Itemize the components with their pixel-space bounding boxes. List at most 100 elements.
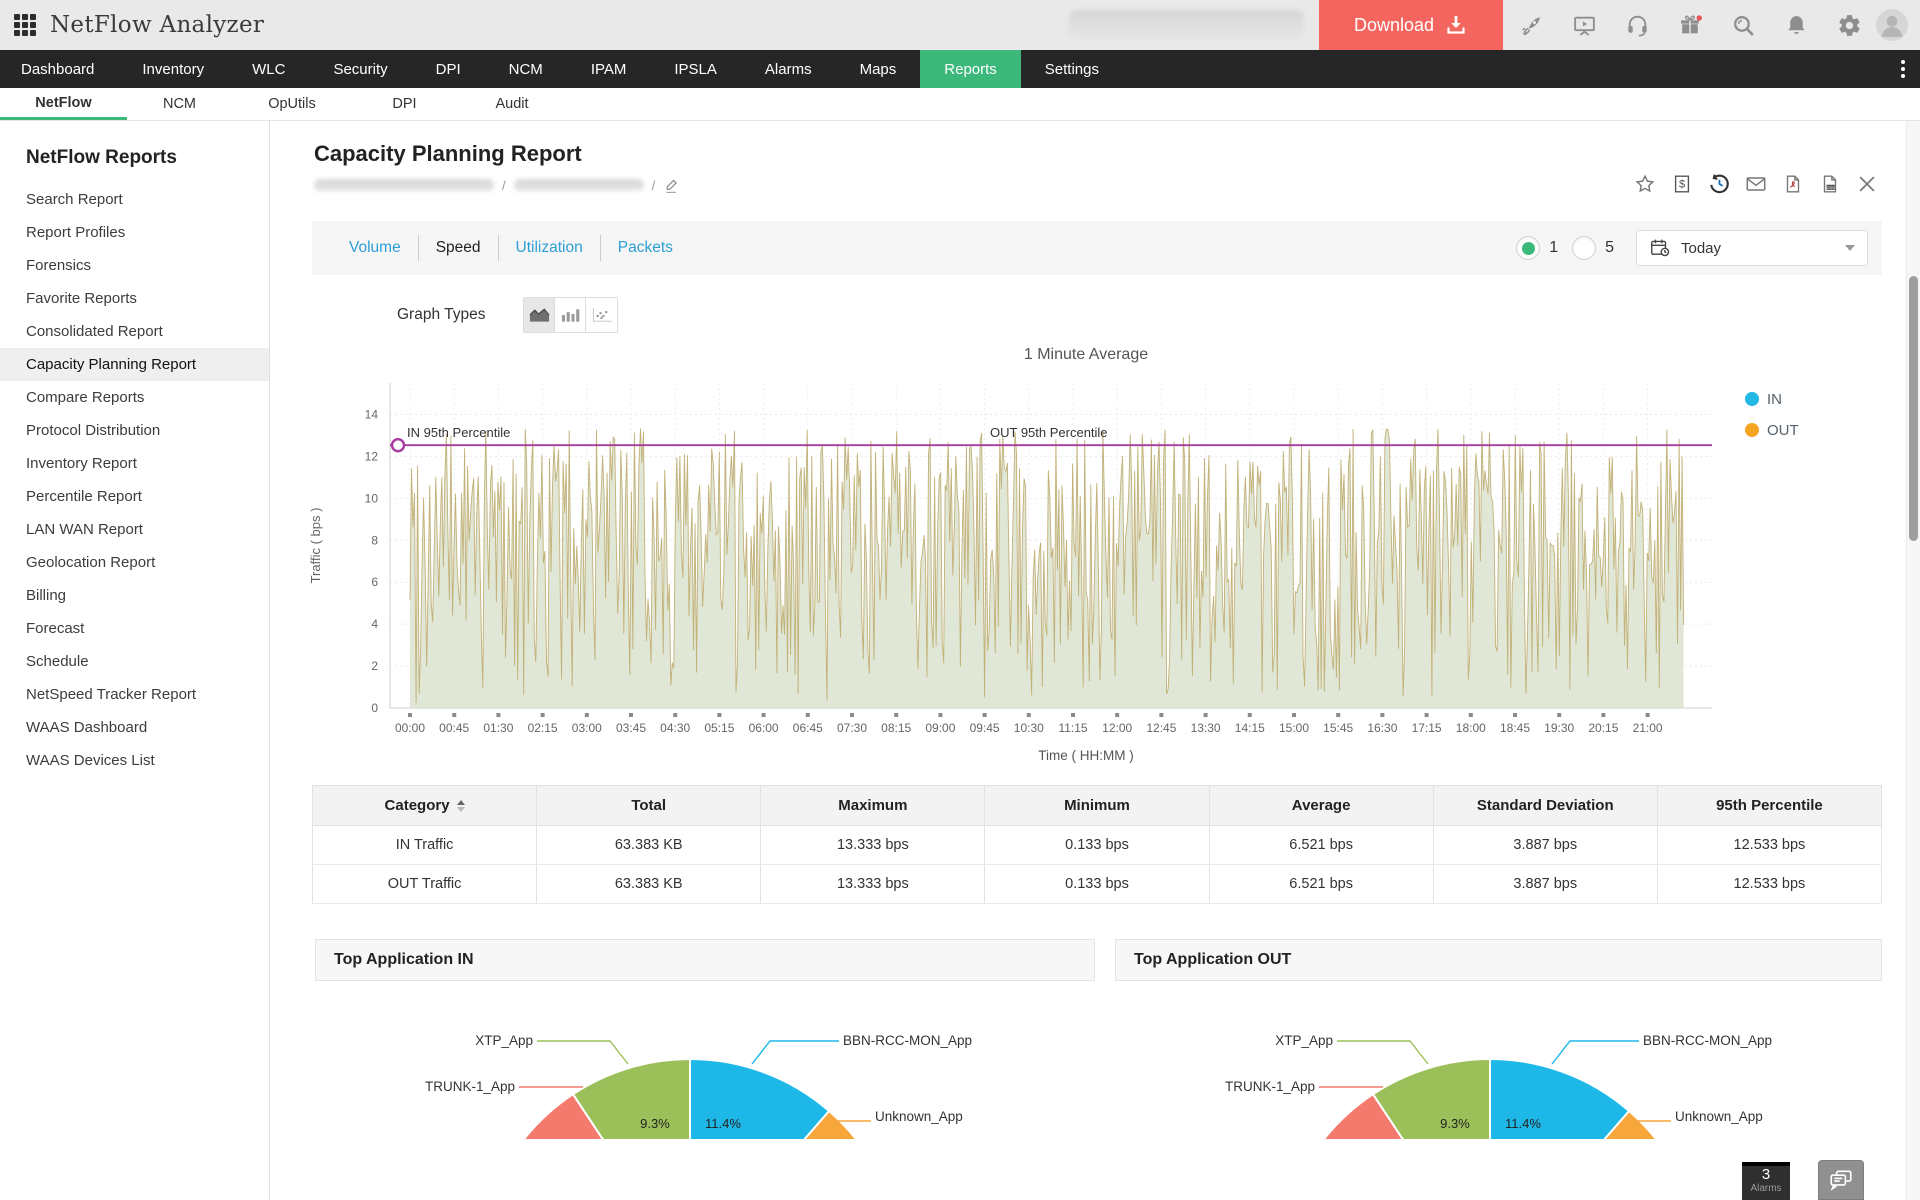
subnav-item-netflow[interactable]: NetFlow: [0, 88, 127, 120]
nav-item-alarms[interactable]: Alarms: [764, 60, 812, 78]
sidebar-item-capacity-planning-report[interactable]: Capacity Planning Report: [0, 348, 269, 381]
nav-item-ipsla[interactable]: IPSLA: [674, 60, 717, 78]
top-application-out-pie: TRUNK-1_App XTP_App BBN-RCC-MON_App Unknown…: [1225, 1033, 1772, 1139]
nav-item-inventory[interactable]: Inventory: [142, 60, 205, 78]
sidebar-item-waas-dashboard[interactable]: WAAS Dashboard: [26, 719, 148, 736]
sidebar-item-favorite-reports[interactable]: Favorite Reports: [26, 290, 137, 307]
graph-type-bar-button[interactable]: [555, 298, 587, 332]
subnav-item-ncm[interactable]: NCM: [162, 96, 197, 112]
sidebar-item-inventory-report[interactable]: Inventory Report: [26, 455, 137, 472]
svg-text:OUT: OUT: [1767, 422, 1799, 439]
sidebar-item-compare-reports[interactable]: Compare Reports: [26, 389, 145, 406]
rocket-icon[interactable]: [1519, 13, 1544, 38]
user-avatar[interactable]: [1876, 9, 1908, 41]
pie-slice-trunk-1-app[interactable]: [1278, 1092, 1490, 1139]
traffic-chart-svg: 0 2 4 6 8 10 12 14 00:00 00:45 01:30 02:15 03:00 03:4…: [308, 346, 1799, 763]
nav-item-wlc[interactable]: WLC: [252, 60, 286, 78]
sidebar-item-percentile-report[interactable]: Percentile Report: [26, 488, 142, 505]
chat-support-button[interactable]: [1818, 1160, 1864, 1200]
subnav-item-oputils[interactable]: OpUtils: [268, 96, 316, 112]
edit-pencil-icon[interactable]: [663, 177, 680, 194]
sidebar-item-netspeed-tracker-report[interactable]: NetSpeed Tracker Report: [26, 686, 197, 703]
sidebar-item-forensics[interactable]: Forensics: [26, 257, 92, 274]
gift-icon[interactable]: [1678, 13, 1703, 38]
sidebar-item-geolocation-report[interactable]: Geolocation Report: [26, 554, 156, 571]
sidebar-item-consolidated-report[interactable]: Consolidated Report: [26, 323, 163, 340]
pie-label-xtp-app: XTP_App: [1275, 1033, 1333, 1048]
pie-slice-xtp-app[interactable]: [1371, 1057, 1491, 1139]
billing-invoice-icon[interactable]: $: [1671, 173, 1693, 195]
redacted-search-field[interactable]: [1069, 10, 1304, 40]
download-button[interactable]: Download: [1319, 0, 1503, 50]
pie-slice-bbn-rcc-mon-app[interactable]: [1489, 1057, 1631, 1139]
search-icon[interactable]: [1731, 13, 1756, 38]
pie-slice-unknown-app[interactable]: [1490, 1109, 1702, 1139]
reports-sidebar: NetFlow Reports Search Report Report Prof…: [0, 121, 270, 1200]
column-header-average: Average: [1208, 785, 1434, 826]
interval-1-radio[interactable]: 1: [1516, 236, 1558, 260]
page-scrollbar[interactable]: [1906, 121, 1920, 1200]
pdf-export-icon[interactable]: [1782, 173, 1804, 195]
interval-5-label: 5: [1605, 239, 1614, 256]
svg-text:06:45: 06:45: [793, 721, 823, 735]
scrollbar-thumb[interactable]: [1909, 276, 1918, 541]
pie-label-bbn-rcc-mon-app: BBN-RCC-MON_App: [843, 1033, 972, 1048]
nav-item-security[interactable]: Security: [333, 60, 388, 78]
sidebar-item-report-profiles[interactable]: Report Profiles: [26, 224, 126, 241]
svg-text:13:30: 13:30: [1191, 721, 1221, 735]
pie-percent-label: 11.4%: [1505, 1116, 1541, 1131]
tab-packets[interactable]: Packets: [617, 239, 673, 256]
alarms-badge[interactable]: 3 Alarms: [1742, 1162, 1790, 1200]
sidebar-item-billing[interactable]: Billing: [26, 587, 67, 604]
pie-slice-trunk-1-app[interactable]: [478, 1092, 690, 1139]
sort-icon[interactable]: [456, 800, 465, 813]
tab-utilization[interactable]: Utilization: [515, 239, 583, 256]
csv-export-icon[interactable]: CSV: [1819, 173, 1841, 195]
column-header-category[interactable]: Category: [311, 785, 538, 826]
radio-circle: [1572, 236, 1597, 260]
sidebar-item-forecast[interactable]: Forecast: [26, 620, 85, 637]
svg-text:17:15: 17:15: [1412, 721, 1442, 735]
sidebar-item-schedule[interactable]: Schedule: [26, 653, 89, 670]
notifications-bell-icon[interactable]: [1784, 13, 1809, 38]
sidebar-item-protocol-distribution[interactable]: Protocol Distribution: [26, 422, 161, 439]
nav-item-ipam[interactable]: IPAM: [590, 60, 627, 78]
interval-5-radio[interactable]: 5: [1572, 236, 1614, 260]
svg-text:14: 14: [365, 407, 379, 421]
app-grid-icon[interactable]: [14, 14, 36, 36]
date-range-picker[interactable]: Today: [1636, 230, 1868, 266]
nav-item-ncm[interactable]: NCM: [508, 60, 543, 78]
module-subnav: NetFlow NCM OpUtils DPI Audit: [0, 88, 1920, 121]
tab-speed[interactable]: Speed: [435, 239, 481, 256]
sidebar-item-waas-devices-list[interactable]: WAAS Devices List: [26, 752, 155, 769]
sidebar-item-search-report[interactable]: Search Report: [26, 191, 123, 208]
table-cell: 0.133 bps: [984, 864, 1210, 904]
pie-slice-bbn-rcc-mon-app[interactable]: [689, 1057, 831, 1139]
overflow-menu-icon[interactable]: [1894, 50, 1912, 88]
nav-item-maps[interactable]: Maps: [859, 60, 897, 78]
email-icon[interactable]: [1745, 173, 1767, 195]
history-clock-icon[interactable]: [1708, 173, 1730, 195]
nav-item-dashboard[interactable]: Dashboard: [21, 60, 95, 78]
graph-type-area-button[interactable]: [524, 298, 556, 332]
svg-text:06:00: 06:00: [749, 721, 779, 735]
svg-text:09:45: 09:45: [970, 721, 1000, 735]
close-icon[interactable]: [1856, 173, 1878, 195]
pie-slice-xtp-app[interactable]: [571, 1057, 691, 1139]
settings-gear-icon[interactable]: [1837, 13, 1862, 38]
pie-label-unknown-app: Unknown_App: [1675, 1109, 1763, 1124]
panel-title: Top Application OUT: [1115, 939, 1882, 981]
support-headset-icon[interactable]: [1625, 13, 1650, 38]
tab-volume[interactable]: Volume: [349, 239, 401, 256]
subnav-item-audit[interactable]: Audit: [495, 96, 529, 112]
graph-type-scatter-button[interactable]: [586, 298, 618, 332]
favorite-star-icon[interactable]: [1634, 173, 1656, 195]
nav-item-settings[interactable]: Settings: [1044, 60, 1099, 78]
sidebar-item-lan-wan-report[interactable]: LAN WAN Report: [26, 521, 143, 538]
subnav-item-dpi[interactable]: DPI: [392, 96, 417, 112]
pie-slice-unknown-app[interactable]: [690, 1109, 902, 1139]
nav-item-dpi[interactable]: DPI: [435, 60, 461, 78]
nav-item-reports[interactable]: Reports: [920, 50, 1021, 88]
svg-text:11:15: 11:15: [1058, 721, 1087, 735]
demo-video-icon[interactable]: [1572, 13, 1597, 38]
